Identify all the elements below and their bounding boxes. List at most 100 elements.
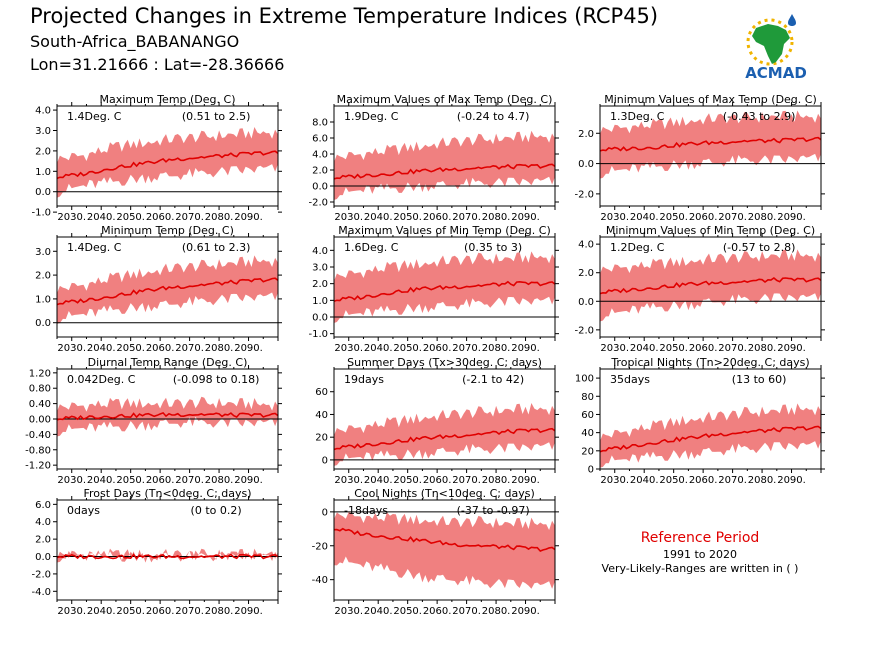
y-tick-label: -0.80 <box>25 445 51 456</box>
x-tick-label: 2080. <box>748 212 777 223</box>
median-change-label: -18days <box>344 504 388 517</box>
chart-title: Diurnal Temp Range (Deg. C) <box>88 356 248 369</box>
y-tick-label: 0.0 <box>578 159 594 170</box>
y-tick-label: 0.0 <box>35 552 51 563</box>
x-tick-label: 2090. <box>511 212 540 223</box>
x-tick-label: 2050. <box>659 475 688 486</box>
y-tick-label: 20 <box>315 433 328 444</box>
y-tick-label: -4.0 <box>31 587 51 598</box>
africa-map-logo-icon: ACMAD <box>745 14 807 82</box>
y-tick-label: 2.0 <box>312 279 328 290</box>
chart-title: Frost Days (Tn<0deg. C; days) <box>83 487 251 500</box>
median-line <box>56 277 279 306</box>
x-tick-label: 2050. <box>116 475 145 486</box>
plot-frame <box>599 368 822 470</box>
chart-title: Summer Days (Tx>30deg. C; days) <box>347 356 542 369</box>
median-line <box>599 136 822 152</box>
x-tick-label: 2040. <box>364 606 393 617</box>
x-tick-label: 2050. <box>393 475 422 486</box>
median-line <box>333 280 556 303</box>
median-change-label: 19days <box>344 373 384 386</box>
y-tick-label: 40 <box>315 410 328 421</box>
median-line <box>333 427 556 451</box>
plot-frame <box>333 499 556 601</box>
chart-panel: 3.0 2.0 1.0 0.0 2030. 2040. 2050. 2060. 2070. 208… <box>35 224 282 354</box>
likely-range-label: (-37 to -0.97) <box>457 504 530 517</box>
x-tick-label: 2050. <box>659 343 688 354</box>
x-tick-label: 2080. <box>482 606 511 617</box>
x-tick-label: 2070. <box>175 475 204 486</box>
likely-range-band <box>334 403 555 466</box>
y-tick-label: 3.0 <box>312 263 328 274</box>
x-tick-label: 2070. <box>452 475 481 486</box>
x-tick-label: 2030. <box>57 212 86 223</box>
y-tick-label: 4.0 <box>312 150 328 161</box>
y-tick-label: 8.0 <box>312 118 328 129</box>
x-tick-label: 2030. <box>600 343 629 354</box>
likely-range-label: (0.35 to 3) <box>464 241 522 254</box>
y-tick-label: 40 <box>581 428 594 439</box>
x-tick-label: 2060. <box>423 475 452 486</box>
x-tick-label: 2090. <box>234 475 263 486</box>
x-tick-label: 2080. <box>205 475 234 486</box>
y-tick-label: 0.80 <box>29 384 51 395</box>
median-change-label: 1.2Deg. C <box>610 241 665 254</box>
reference-period-note: Very-Likely-Ranges are written in ( ) <box>601 562 799 575</box>
median-line <box>56 150 279 180</box>
chart-title: Maximum Values of Max Temp (Deg. C) <box>337 93 553 106</box>
x-tick-label: 2090. <box>777 212 806 223</box>
x-tick-label: 2030. <box>57 606 86 617</box>
likely-range-label: (0.51 to 2.5) <box>182 110 251 123</box>
x-tick-label: 2030. <box>334 212 363 223</box>
location-name: South-Africa_BABANANGO <box>30 32 240 51</box>
x-tick-label: 2060. <box>689 475 718 486</box>
x-tick-label: 2050. <box>116 606 145 617</box>
x-tick-label: 2060. <box>689 343 718 354</box>
x-tick-label: 2070. <box>718 475 747 486</box>
sun-rays-icon <box>746 18 794 66</box>
x-tick-label: 2030. <box>600 475 629 486</box>
x-tick-label: 2050. <box>393 212 422 223</box>
likely-range-band <box>57 127 278 198</box>
x-tick-label: 2080. <box>748 475 777 486</box>
median-line <box>599 425 822 453</box>
chart-title: Tropical Nights (Tn>20deg. C; days) <box>610 356 809 369</box>
median-change-label: 1.3Deg. C <box>610 110 665 123</box>
x-tick-label: 2060. <box>146 212 175 223</box>
y-tick-label: 0.00 <box>29 415 51 426</box>
plot-frame <box>333 368 556 470</box>
y-tick-label: 4.0 <box>312 246 328 257</box>
chart-title: Cool Nights (Tn<10deg. C; days) <box>354 487 535 500</box>
median-change-label: 0.042Deg. C <box>67 373 136 386</box>
water-drop-icon <box>788 14 796 26</box>
y-tick-label: 1.0 <box>312 296 328 307</box>
reference-period-title: Reference Period <box>640 530 760 546</box>
y-tick-label: 100 <box>575 374 594 385</box>
x-tick-label: 2030. <box>600 212 629 223</box>
x-tick-label: 2060. <box>146 343 175 354</box>
x-tick-label: 2050. <box>116 212 145 223</box>
likely-range-band <box>334 512 555 589</box>
x-tick-label: 2070. <box>718 343 747 354</box>
chart-panel: 4.03.02.01.00.0-1.02030.2040.2050.2060.2… <box>308 224 559 354</box>
plot-frame <box>56 105 279 207</box>
x-tick-label: 2070. <box>452 606 481 617</box>
x-tick-label: 2060. <box>146 606 175 617</box>
x-tick-label: 2030. <box>334 475 363 486</box>
y-tick-label: -20 <box>312 541 328 552</box>
y-tick-label: 2.0 <box>578 129 594 140</box>
x-tick-label: 2040. <box>87 606 116 617</box>
likely-range-band <box>334 130 555 200</box>
x-tick-label: 2080. <box>482 343 511 354</box>
y-tick-label: 0.0 <box>312 182 328 193</box>
chart-title: Minimum Temp (Deg. C) <box>101 224 234 237</box>
y-tick-label: 4.0 <box>35 517 51 528</box>
y-tick-label: 2.0 <box>35 271 51 282</box>
x-tick-label: 2040. <box>364 212 393 223</box>
y-tick-label: 20 <box>581 446 594 457</box>
y-tick-label: 60 <box>315 387 328 398</box>
x-tick-label: 2050. <box>393 606 422 617</box>
y-tick-label: 4.0 <box>35 106 51 117</box>
